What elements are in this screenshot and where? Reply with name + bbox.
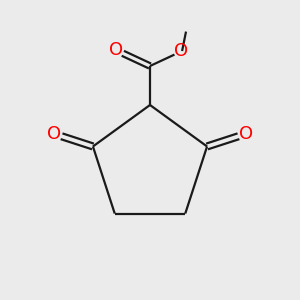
Text: O: O xyxy=(239,125,253,143)
Text: O: O xyxy=(109,41,123,59)
Text: O: O xyxy=(175,42,189,60)
Text: O: O xyxy=(47,125,61,143)
